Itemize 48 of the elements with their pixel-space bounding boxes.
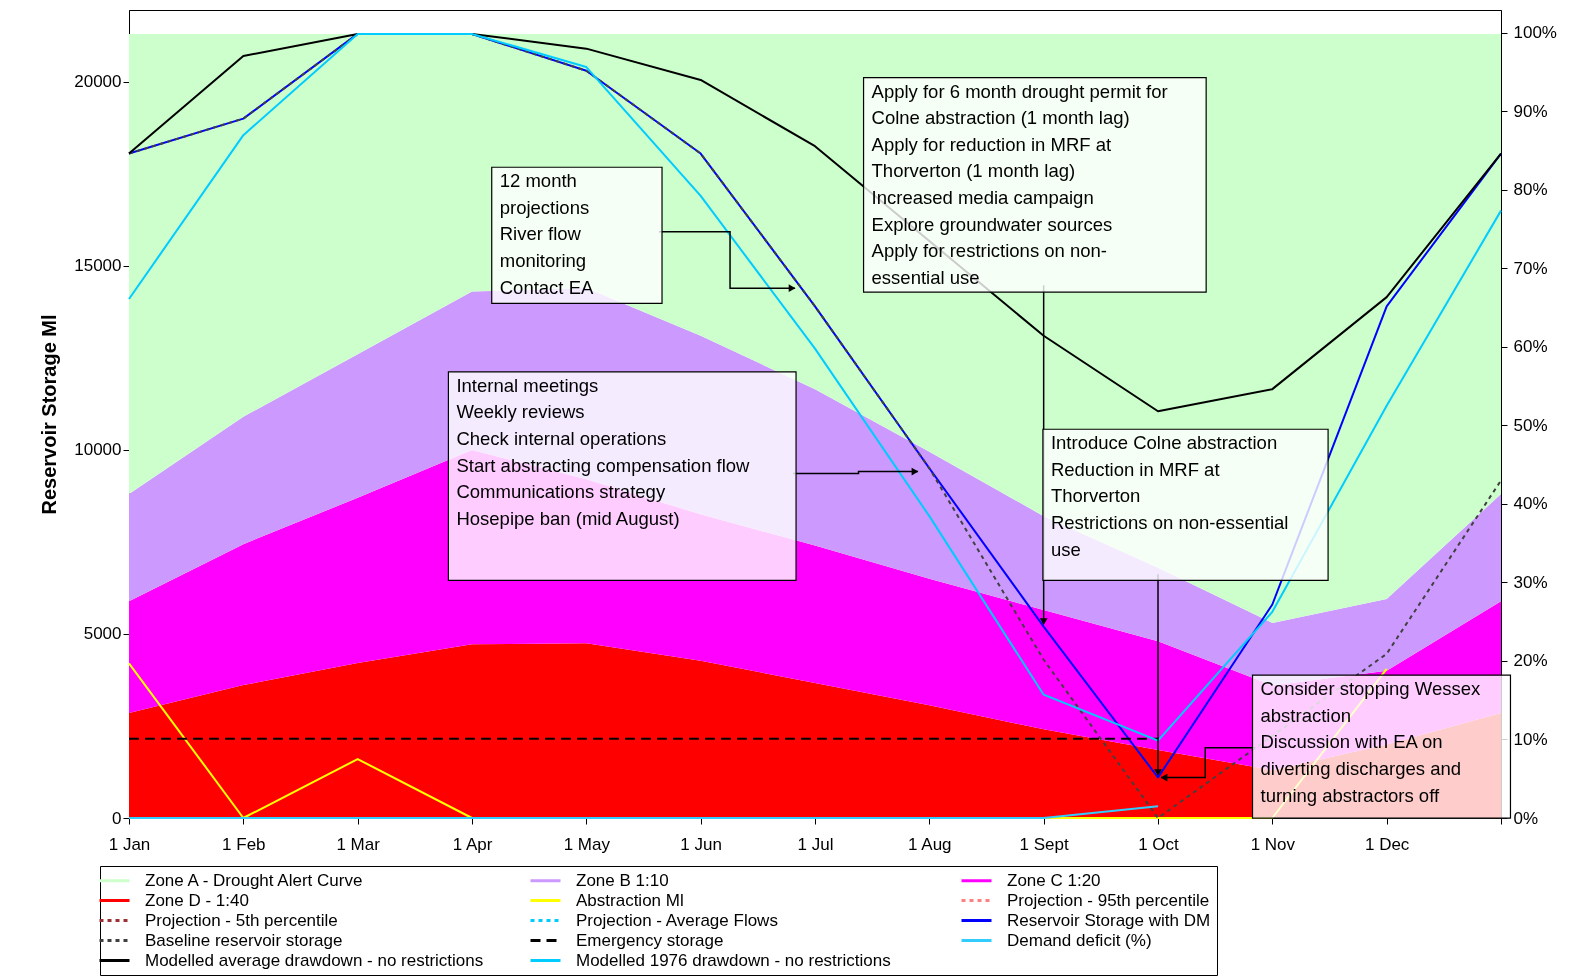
x-tick-label: 1 May bbox=[563, 834, 611, 854]
annotation: Apply for 6 month drought permit for Colne abstraction (1 month lag) Apply for reduction in MRF at Thorverton (1 month lag) Increased media campaign Explore groundwater sources Apply for restrictions on non- essential use bbox=[871, 80, 1168, 288]
y2-tick-label: 60% bbox=[1513, 337, 1548, 357]
x-tick-label: 1 Jun bbox=[680, 834, 722, 854]
legend-label: Zone A - Drought Alert Curve bbox=[145, 870, 363, 890]
y2-tick-label: 40% bbox=[1513, 494, 1548, 514]
y2-tick-label: 70% bbox=[1513, 258, 1548, 278]
x-tick-label: 1 Aug bbox=[908, 834, 952, 854]
legend-label: Zone B 1:10 bbox=[576, 870, 669, 890]
y2-tick-label: 0% bbox=[1513, 808, 1539, 828]
legend-label: Emergency storage bbox=[576, 930, 724, 950]
legend-label: Modelled average drawdown - no restrictions bbox=[145, 950, 484, 970]
x-tick-label: 1 Sept bbox=[1019, 834, 1070, 854]
annotation: 12 month projections River flow monitoring Contact EA bbox=[499, 170, 594, 298]
legend-label: Projection - Average Flows bbox=[576, 910, 778, 930]
y-tick-label: 20000 bbox=[74, 72, 122, 92]
legend-label: Reservoir Storage with DM bbox=[1007, 910, 1211, 930]
y2-tick-label: 50% bbox=[1513, 415, 1548, 435]
x-tick-label: 1 Dec bbox=[1364, 834, 1410, 854]
x-tick-label: 1 Oct bbox=[1138, 834, 1180, 854]
y-tick-label: 0 bbox=[112, 808, 122, 828]
annotation: Consider stopping Wessex abstraction Discussion with EA on diverting discharges and turning abstractors off bbox=[1260, 678, 1481, 806]
y-tick-label: 5000 bbox=[83, 624, 122, 644]
x-tick-label: 1 Nov bbox=[1250, 834, 1296, 854]
annotation: Introduce Colne abstraction Reduction in MRF at Thorverton Restrictions on non-essential use bbox=[1050, 432, 1289, 560]
legend-label: Projection - 95th percentile bbox=[1007, 890, 1210, 910]
x-tick-label: 1 Apr bbox=[452, 834, 493, 854]
legend-label: Zone C 1:20 bbox=[1007, 870, 1101, 890]
y-axis-title: Reservoir Storage Ml bbox=[38, 314, 61, 515]
y2-tick-label: 90% bbox=[1513, 101, 1548, 121]
y2-tick-label: 100% bbox=[1513, 23, 1557, 43]
legend-label: Abstraction Ml bbox=[576, 890, 684, 910]
x-tick-label: 1 Feb bbox=[222, 834, 266, 854]
legend-label: Projection - 5th percentile bbox=[145, 910, 338, 930]
y2-tick-label: 20% bbox=[1513, 651, 1548, 671]
x-tick-label: 1 Jan bbox=[108, 834, 151, 854]
legend-label: Baseline reservoir storage bbox=[145, 930, 343, 950]
x-tick-label: 1 Mar bbox=[336, 834, 381, 854]
legend-label: Zone D - 1:40 bbox=[145, 890, 249, 910]
y2-tick-label: 80% bbox=[1513, 180, 1548, 200]
annotation: Internal meetings Weekly reviews Check internal operations Start abstracting compensation flow Communications strategy Hosepipe ban (mid August) bbox=[456, 374, 751, 529]
legend-label: Modelled 1976 drawdown - no restrictions bbox=[576, 950, 891, 970]
x-tick-label: 1 Jul bbox=[797, 834, 834, 854]
y-tick-label: 15000 bbox=[74, 256, 122, 276]
y2-tick-label: 30% bbox=[1513, 572, 1548, 592]
y-tick-label: 10000 bbox=[74, 440, 122, 460]
y2-tick-label: 10% bbox=[1513, 729, 1548, 749]
legend-label: Demand deficit (%) bbox=[1007, 930, 1152, 950]
